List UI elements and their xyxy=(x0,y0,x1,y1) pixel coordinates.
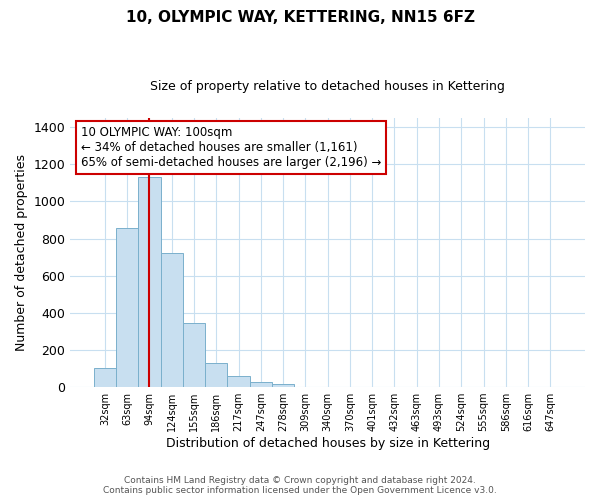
Bar xyxy=(272,384,294,387)
Bar xyxy=(250,382,272,387)
Bar xyxy=(183,323,205,387)
Bar xyxy=(138,177,161,387)
Bar xyxy=(161,254,183,387)
Text: Contains public sector information licensed under the Open Government Licence v3: Contains public sector information licen… xyxy=(103,486,497,495)
X-axis label: Distribution of detached houses by size in Kettering: Distribution of detached houses by size … xyxy=(166,437,490,450)
Text: 10, OLYMPIC WAY, KETTERING, NN15 6FZ: 10, OLYMPIC WAY, KETTERING, NN15 6FZ xyxy=(125,10,475,25)
Title: Size of property relative to detached houses in Kettering: Size of property relative to detached ho… xyxy=(150,80,505,93)
Text: Contains HM Land Registry data © Crown copyright and database right 2024.: Contains HM Land Registry data © Crown c… xyxy=(124,476,476,485)
Bar xyxy=(205,363,227,387)
Bar xyxy=(227,376,250,387)
Bar xyxy=(116,228,138,387)
Bar xyxy=(94,368,116,387)
Y-axis label: Number of detached properties: Number of detached properties xyxy=(15,154,28,351)
Text: 10 OLYMPIC WAY: 100sqm
← 34% of detached houses are smaller (1,161)
65% of semi-: 10 OLYMPIC WAY: 100sqm ← 34% of detached… xyxy=(80,126,381,169)
